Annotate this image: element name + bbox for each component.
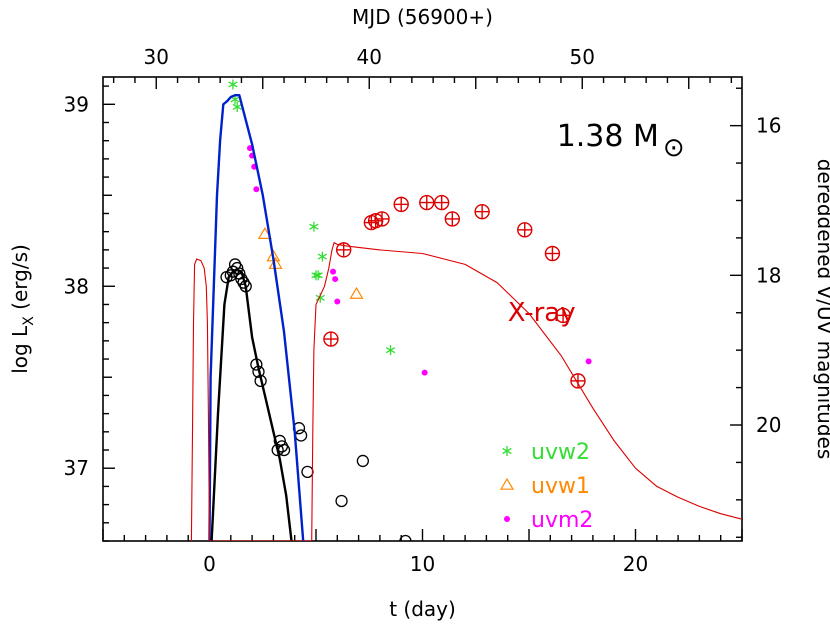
data-point [330,268,337,275]
x-tick-label: 20 [623,552,648,576]
data-point [294,429,308,442]
data-point [309,221,319,232]
data-point [311,270,321,281]
data-point [228,79,238,90]
series-uvm2 [246,145,592,376]
data-point [385,345,396,356]
data-point [277,443,291,457]
model-curve-line [208,93,305,541]
xray-annotation: X-ray [508,298,576,328]
mass-value: 1.38 M [557,119,659,154]
y-left-tick-label: 38 [64,274,89,298]
data-point [399,534,412,541]
legend: uvw2 uvw1 uvm2 [499,440,593,533]
y-left-tick-label: 39 [64,92,89,116]
y-left-tick-label: 37 [64,456,89,480]
data-point [271,443,284,457]
x-axis-label: t (day) [389,597,456,621]
axes-frame [102,76,743,542]
legend-marker [502,446,512,456]
data-point [393,196,409,213]
data-point [585,358,592,365]
model-curve-line [190,242,742,541]
series-v [220,258,412,541]
data-point [419,194,435,211]
data-point [253,186,260,193]
mass-annotation: 1.38 M ⊙ [557,119,685,163]
data-point [517,222,533,238]
series-x-ray [323,194,586,389]
data-point [313,270,323,281]
top-tick-label: 30 [144,45,169,69]
data-point [231,261,244,275]
legend-label: uvw1 [531,474,590,499]
data-point [301,465,314,479]
chart-labels: t (day) MJD (56900+) dereddened V/UV mag… [8,5,830,621]
data-point [544,245,561,262]
data-point [349,286,364,299]
data-series: uvw2 uvw1 uvm2 [190,79,742,541]
top-axis-label: MJD (56900+) [352,5,493,29]
x-tick-label: 0 [203,552,216,576]
top-tick-label: 50 [570,45,595,69]
data-point [323,331,339,347]
data-point [335,494,348,508]
legend-label: uvw2 [531,440,590,465]
legend-marker [504,516,510,522]
y-right-tick-label: 18 [756,263,781,287]
left-axis-label: log LX (erg/s) [8,244,37,374]
data-point [317,251,328,262]
y-right-tick-label: 20 [756,413,781,437]
data-point [374,211,390,227]
data-point [232,101,242,112]
data-point [356,454,370,468]
data-point [257,226,272,239]
series-model-curve-7 [190,242,742,541]
x-tick-label: 10 [410,552,435,576]
data-point [334,298,341,305]
data-point [555,307,571,324]
series-uvw2 [228,79,396,356]
legend-label: uvm2 [531,508,593,533]
data-point [421,369,428,376]
data-point [433,194,450,211]
data-point [444,211,461,227]
sun-symbol: ⊙ [663,133,685,163]
right-axis-label: dereddened V/UV magnitudes [813,159,830,460]
data-point [474,203,490,220]
data-point [332,276,339,283]
top-tick-label: 40 [357,45,382,69]
y-right-tick-label: 16 [756,114,781,138]
data-point [570,373,586,389]
legend-marker [499,477,515,490]
series-model-curve-5 [208,93,305,541]
series-model-curve-6 [210,268,293,541]
model-curve-line [210,268,293,541]
